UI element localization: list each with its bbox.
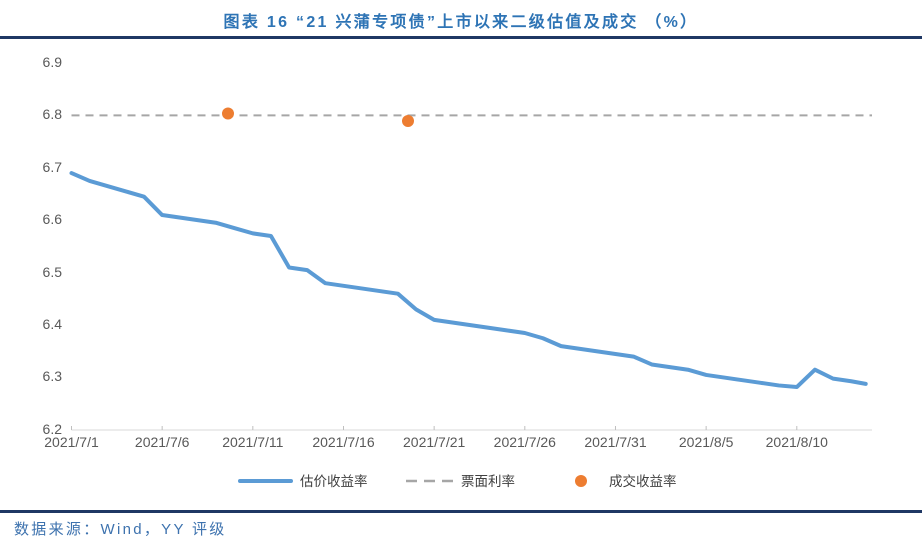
svg-text:6.6: 6.6	[43, 211, 63, 227]
svg-text:6.7: 6.7	[43, 159, 63, 175]
svg-text:成交收益率: 成交收益率	[609, 473, 677, 489]
svg-text:2021/7/16: 2021/7/16	[312, 434, 374, 450]
svg-text:2021/7/31: 2021/7/31	[584, 434, 646, 450]
svg-text:估价收益率: 估价收益率	[300, 473, 368, 489]
svg-text:6.5: 6.5	[43, 264, 63, 280]
svg-text:2021/7/6: 2021/7/6	[135, 434, 190, 450]
svg-text:2021/7/21: 2021/7/21	[403, 434, 465, 450]
svg-text:2021/7/11: 2021/7/11	[222, 434, 283, 450]
svg-text:6.4: 6.4	[43, 316, 63, 332]
svg-text:2021/8/5: 2021/8/5	[679, 434, 734, 450]
svg-text:6.8: 6.8	[43, 106, 63, 122]
svg-text:票面利率: 票面利率	[461, 473, 515, 489]
svg-text:2021/8/10: 2021/8/10	[766, 434, 828, 450]
svg-text:6.9: 6.9	[43, 54, 63, 70]
svg-text:2021/7/26: 2021/7/26	[494, 434, 556, 450]
svg-text:2021/7/1: 2021/7/1	[44, 434, 99, 450]
svg-text:6.3: 6.3	[43, 368, 63, 384]
